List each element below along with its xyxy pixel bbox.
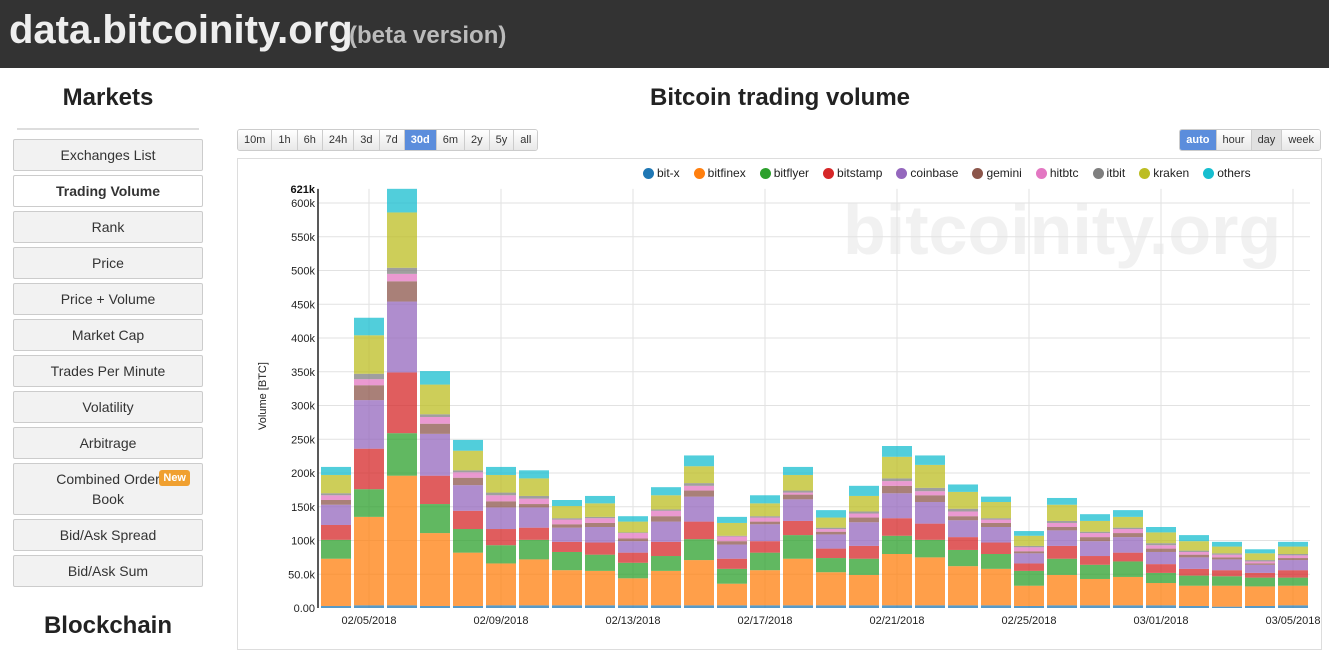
legend-label: bit-x [657, 166, 680, 180]
resolution-button-week[interactable]: week [1282, 130, 1320, 150]
sidebar-item-label: Market Cap [71, 327, 145, 343]
legend-dot-icon [1139, 167, 1151, 179]
legend-label: bitfinex [707, 166, 746, 180]
sidebar-item-rank[interactable]: Rank [13, 211, 203, 243]
resolution-button-day[interactable]: day [1251, 130, 1283, 150]
legend-item-others[interactable]: others [1203, 166, 1251, 180]
legend-dot-icon [693, 167, 705, 179]
sidebar-item-label: Exchanges List [60, 147, 156, 163]
sidebar-item-trading-volume[interactable]: Trading Volume [13, 175, 203, 207]
timespan-button-30d[interactable]: 30d [404, 130, 437, 150]
sidebar-divider [17, 128, 199, 130]
sidebar-item-label: Trades Per Minute [50, 363, 166, 379]
legend-item-hitbtc[interactable]: hitbtc [1035, 166, 1079, 180]
resolution-button-hour[interactable]: hour [1216, 130, 1252, 150]
legend-item-bit-x[interactable]: bit-x [643, 166, 680, 180]
sidebar-item-label: Trading Volume [56, 183, 160, 199]
resolution-selector: auto hour day week [1179, 129, 1321, 151]
sidebar-heading-markets: Markets [62, 84, 154, 111]
page-title: Bitcoin trading volume [649, 84, 910, 111]
legend-item-gemini[interactable]: gemini [972, 166, 1022, 180]
legend-item-coinbase[interactable]: coinbase [896, 166, 958, 180]
legend-label: hitbtc [1049, 166, 1079, 180]
sidebar-item-market-cap[interactable]: Market Cap [13, 319, 203, 351]
sidebar-item-price[interactable]: Price [13, 247, 203, 279]
sidebar-item-bid-ask-spread[interactable]: Bid/Ask Spread [13, 519, 203, 551]
timespan-button-24h[interactable]: 24h [322, 130, 355, 150]
legend-dot-icon [1092, 167, 1104, 179]
legend-dot-icon [1203, 167, 1215, 179]
timespan-button-1h[interactable]: 1h [272, 130, 298, 150]
sidebar-item-trades-per-minute[interactable]: Trades Per Minute [13, 355, 203, 387]
sidebar-item-label: Price + Volume [60, 291, 156, 307]
legend-dot-icon [896, 167, 908, 179]
sidebar-item-price-volume[interactable]: Price + Volume [13, 283, 203, 315]
legend-item-bitstamp[interactable]: bitstamp [823, 166, 882, 180]
timespan-button-6h[interactable]: 6h [297, 130, 323, 150]
sidebar-item-label: Bid/Ask Sum [67, 563, 149, 579]
timespan-button-all[interactable]: all [514, 130, 538, 150]
legend-item-kraken[interactable]: kraken [1139, 166, 1189, 180]
sidebar-item-arbitrage[interactable]: Arbitrage [13, 427, 203, 459]
legend-item-bitfinex[interactable]: bitfinex [693, 166, 746, 180]
timespan-button-10m[interactable]: 10m [238, 130, 273, 150]
legend-label: bitstamp [837, 166, 883, 180]
sidebar-heading-blockchain: Blockchain [43, 612, 173, 639]
site-header: data.bitcoinity.org (beta version) [0, 0, 1329, 68]
chart-legend: bit-x bitfinex bitflyer bitstamp coinbase gem… [643, 166, 1265, 180]
timespan-button-5y[interactable]: 5y [489, 130, 515, 150]
sidebar-item-label: Volatility [82, 399, 134, 415]
sidebar-item-volatility[interactable]: Volatility [13, 391, 203, 423]
legend-dot-icon [643, 167, 654, 179]
sidebar-item-bid-ask-sum[interactable]: Bid/Ask Sum [13, 555, 203, 587]
legend-label: others [1217, 166, 1251, 180]
new-badge: New [159, 470, 190, 486]
legend-dot-icon [759, 167, 771, 179]
sidebar-item-label: Combined Order Book [56, 471, 160, 507]
watermark: bitcoinity.org [843, 191, 1282, 269]
timespan-button-2y[interactable]: 2y [465, 130, 490, 150]
timespan-button-6m[interactable]: 6m [436, 130, 466, 150]
y-axis-label: Volume [BTC] [257, 362, 269, 430]
site-title[interactable]: data.bitcoinity.org [9, 8, 353, 52]
sidebar-item-label: Rank [91, 219, 125, 235]
site-subtitle: (beta version) [349, 22, 507, 49]
timespan-button-3d[interactable]: 3d [354, 130, 380, 150]
legend-dot-icon [1035, 167, 1047, 179]
legend-dot-icon [823, 167, 835, 179]
resolution-button-auto[interactable]: auto [1180, 130, 1217, 150]
sidebar-item-label: Arbitrage [79, 435, 137, 451]
sidebar-item-label: Bid/Ask Spread [59, 527, 157, 543]
legend-dot-icon [972, 167, 984, 179]
timespan-selector: 10m 1h 6h 24h 3d 7d 30d 6m 2y 5y all [237, 129, 539, 151]
timespan-button-7d[interactable]: 7d [379, 130, 405, 150]
sidebar-item-combined-order-book[interactable]: New Combined Order Book [13, 463, 203, 515]
sidebar-item-exchanges-list[interactable]: Exchanges List [13, 139, 203, 171]
sidebar-item-label: Price [92, 255, 124, 271]
legend-label: bitflyer [773, 166, 810, 180]
legend-item-itbit[interactable]: itbit [1092, 166, 1126, 180]
legend-label: coinbase [910, 166, 959, 180]
legend-item-bitflyer[interactable]: bitflyer [759, 166, 810, 180]
legend-label: kraken [1153, 166, 1190, 180]
legend-label: gemini [986, 166, 1022, 180]
legend-label: itbit [1106, 166, 1126, 180]
